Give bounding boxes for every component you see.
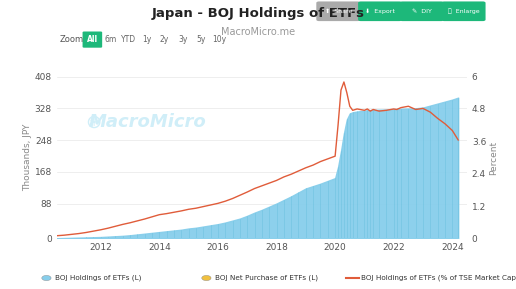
Text: BOJ Net Purchase of ETFs (L): BOJ Net Purchase of ETFs (L) (215, 275, 318, 281)
Text: 5y: 5y (196, 35, 205, 44)
Text: 3y: 3y (178, 35, 187, 44)
Text: ⬆  Share: ⬆ Share (325, 9, 352, 14)
Text: Zoom: Zoom (59, 35, 84, 45)
Text: ⬇  Export: ⬇ Export (365, 9, 395, 14)
Text: Japan - BOJ Holdings of ETFs: Japan - BOJ Holdings of ETFs (152, 7, 364, 20)
Text: 2y: 2y (160, 35, 169, 44)
Text: 10y: 10y (212, 35, 226, 44)
Y-axis label: Percent: Percent (489, 140, 498, 175)
Text: ⤢  Enlarge: ⤢ Enlarge (448, 8, 479, 14)
Text: 6m: 6m (104, 35, 117, 44)
Text: MacroMicro: MacroMicro (88, 113, 206, 131)
Text: MacroMicro.me: MacroMicro.me (221, 27, 295, 38)
Y-axis label: Thousands, JPY: Thousands, JPY (23, 124, 32, 191)
Text: BOJ Holdings of ETFs (% of TSE Market Cap, R): BOJ Holdings of ETFs (% of TSE Market Ca… (361, 275, 516, 281)
Text: BOJ Holdings of ETFs (L): BOJ Holdings of ETFs (L) (55, 275, 141, 281)
Text: ⊛: ⊛ (86, 112, 102, 131)
Text: YTD: YTD (121, 35, 136, 44)
Text: 1y: 1y (142, 35, 151, 44)
Text: All: All (87, 35, 98, 44)
Text: ✎  DIY: ✎ DIY (412, 9, 432, 14)
